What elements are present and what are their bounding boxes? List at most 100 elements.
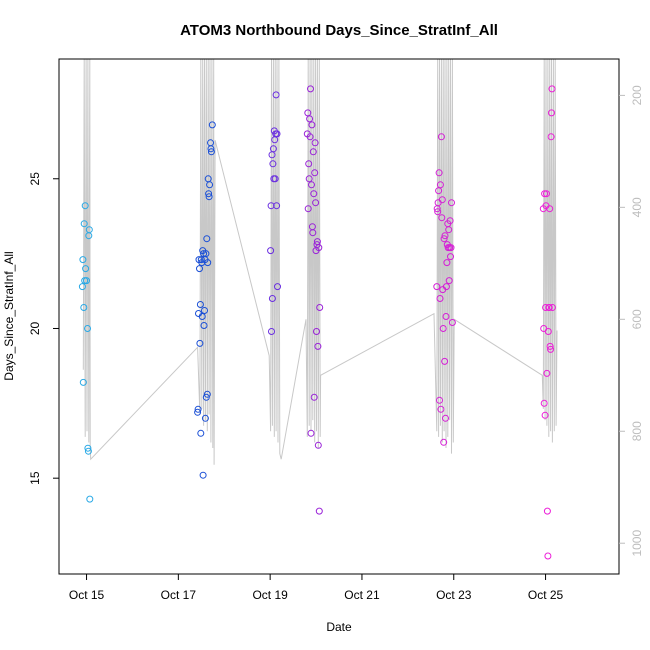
data-point bbox=[306, 115, 314, 123]
data-point bbox=[546, 342, 554, 350]
data-point bbox=[207, 148, 215, 156]
data-point bbox=[274, 283, 281, 291]
x-axis-label: Date bbox=[326, 620, 352, 634]
data-point bbox=[442, 414, 449, 422]
data-point bbox=[439, 325, 447, 332]
data-point bbox=[203, 390, 211, 398]
secondary-y-axis: 200 400 600 800 1000 bbox=[619, 85, 644, 557]
series-2 bbox=[194, 121, 216, 479]
series-3 bbox=[267, 91, 281, 335]
data-points-layer bbox=[78, 85, 556, 560]
data-point bbox=[313, 328, 320, 335]
data-point bbox=[443, 259, 451, 267]
data-point bbox=[447, 244, 455, 252]
y2-tick-label: 1000 bbox=[630, 530, 644, 557]
data-point bbox=[543, 369, 551, 377]
data-point bbox=[448, 199, 455, 207]
data-point bbox=[204, 259, 212, 267]
data-point bbox=[208, 121, 216, 129]
data-point bbox=[197, 256, 205, 264]
data-point bbox=[316, 304, 324, 311]
series-5 bbox=[433, 133, 456, 446]
chart-title: ATOM3 Northbound Days_Since_StratInf_All bbox=[180, 22, 498, 39]
data-point bbox=[308, 121, 316, 129]
data-point bbox=[194, 405, 202, 413]
series-4 bbox=[303, 85, 324, 515]
data-point bbox=[194, 408, 202, 416]
data-point bbox=[80, 220, 88, 228]
data-point bbox=[272, 91, 280, 99]
data-point bbox=[79, 256, 87, 264]
data-point bbox=[86, 495, 94, 503]
data-point bbox=[268, 295, 276, 302]
x-tick-label: Oct 21 bbox=[344, 588, 380, 602]
data-point bbox=[442, 313, 450, 320]
data-point bbox=[541, 411, 549, 419]
data-point bbox=[547, 133, 555, 141]
data-point bbox=[202, 250, 210, 258]
data-point bbox=[548, 304, 556, 311]
data-point bbox=[80, 304, 88, 311]
y2-tick-label: 800 bbox=[630, 421, 644, 441]
data-point bbox=[436, 181, 444, 189]
data-point bbox=[273, 130, 281, 138]
data-point bbox=[314, 441, 322, 449]
data-point bbox=[83, 277, 90, 285]
data-point bbox=[201, 307, 208, 314]
data-point bbox=[201, 414, 209, 422]
data-point bbox=[200, 322, 208, 329]
data-point bbox=[436, 295, 444, 302]
y-tick-label: 20 bbox=[28, 321, 42, 335]
data-point bbox=[269, 160, 277, 168]
data-point bbox=[205, 193, 213, 201]
x-tick-label: Oct 25 bbox=[528, 588, 564, 602]
data-point bbox=[304, 205, 312, 213]
x-tick-label: Oct 17 bbox=[161, 588, 197, 602]
data-point bbox=[440, 235, 448, 243]
data-point bbox=[197, 429, 205, 437]
data-point bbox=[548, 85, 556, 93]
x-tick-label: Oct 15 bbox=[69, 588, 105, 602]
data-point bbox=[307, 429, 315, 437]
data-point bbox=[207, 145, 215, 153]
data-point bbox=[540, 399, 548, 407]
data-point bbox=[84, 325, 91, 332]
data-point bbox=[82, 265, 90, 273]
y2-tick-label: 200 bbox=[630, 85, 644, 105]
data-point bbox=[305, 160, 313, 168]
data-point bbox=[196, 339, 204, 347]
data-point bbox=[269, 145, 277, 153]
data-point bbox=[445, 226, 453, 234]
data-point bbox=[441, 232, 449, 240]
data-point bbox=[310, 190, 318, 198]
data-point bbox=[541, 190, 549, 198]
data-point bbox=[267, 247, 275, 255]
x-tick-label: Oct 23 bbox=[436, 588, 472, 602]
data-point bbox=[546, 205, 554, 213]
data-point bbox=[205, 190, 213, 198]
y2-tick-label: 600 bbox=[630, 309, 644, 329]
data-point bbox=[78, 283, 86, 291]
data-point bbox=[199, 471, 207, 479]
y-axis-label: Days_Since_StratInf_All bbox=[2, 251, 16, 380]
x-axis: Oct 15 Oct 17 Oct 19 Oct 21 Oct 23 Oct 25 bbox=[69, 574, 564, 602]
data-point bbox=[446, 217, 454, 225]
data-point bbox=[544, 552, 552, 560]
data-point bbox=[543, 507, 551, 515]
data-point bbox=[437, 133, 445, 141]
data-point bbox=[202, 393, 210, 401]
data-point bbox=[309, 229, 317, 237]
data-point bbox=[308, 181, 315, 189]
data-point bbox=[84, 444, 92, 452]
data-point bbox=[196, 301, 204, 308]
data-point bbox=[544, 328, 552, 335]
data-point bbox=[312, 199, 320, 207]
data-point bbox=[435, 169, 443, 177]
data-point bbox=[542, 304, 550, 311]
data-point bbox=[307, 85, 314, 93]
plot-frame bbox=[58, 58, 620, 575]
data-point bbox=[315, 244, 323, 252]
data-point bbox=[441, 357, 449, 365]
data-point bbox=[84, 447, 92, 455]
